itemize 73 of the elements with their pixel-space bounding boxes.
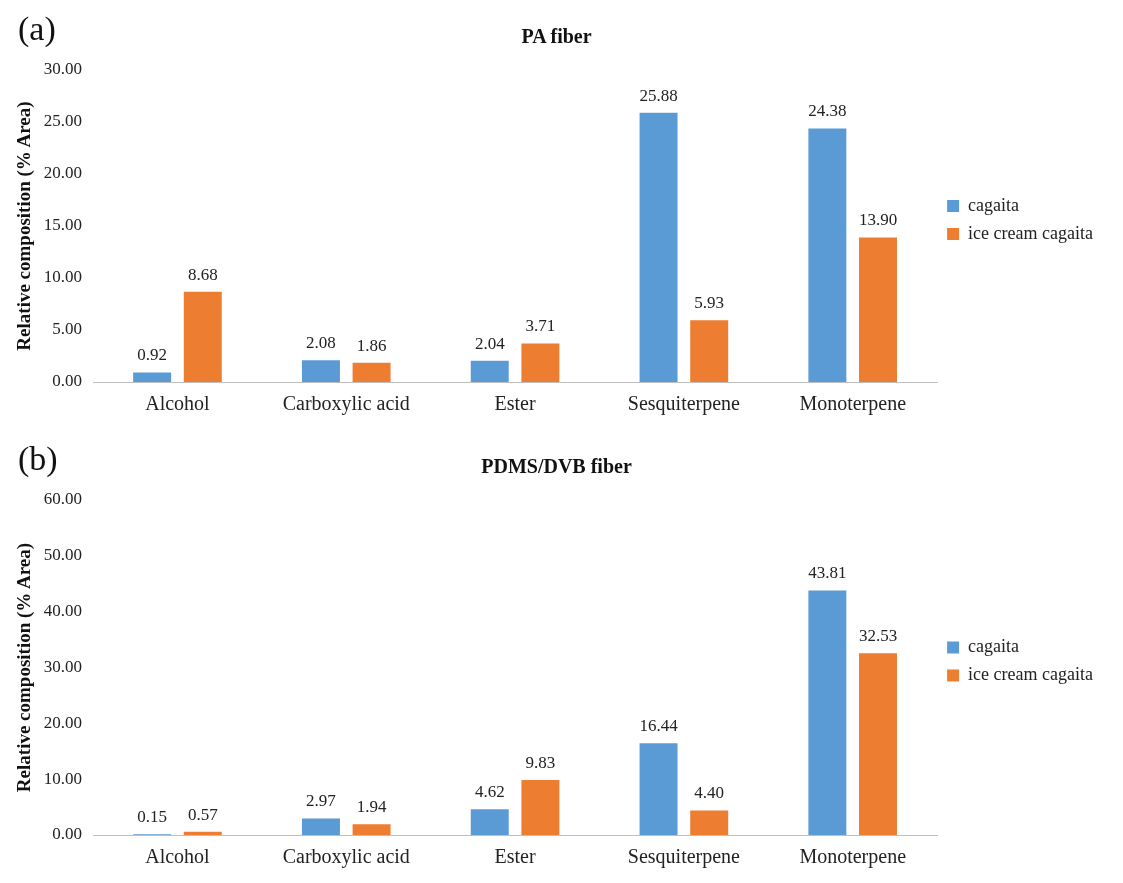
data-label: 5.93 (694, 293, 725, 313)
data-label: 1.94 (356, 797, 387, 817)
y-tick-label: 20.00 (43, 163, 83, 183)
y-tick-label: 15.00 (43, 215, 83, 235)
bar (808, 590, 847, 835)
data-label: 4.40 (694, 783, 725, 803)
bar (690, 810, 729, 835)
x-tick-label: Carboxylic acid (282, 392, 410, 416)
legend-label: cagaita (968, 636, 1020, 657)
bar (133, 372, 172, 382)
legend-label: ice cream cagaita (968, 664, 1094, 685)
y-tick-label: 10.00 (43, 267, 83, 287)
chart-title: PA fiber (521, 25, 592, 48)
legend-label: ice cream cagaita (968, 222, 1094, 243)
x-tick-label: Ester (494, 392, 536, 415)
y-axis-title: Relative composition (% Area) (13, 101, 36, 351)
data-label: 13.90 (858, 210, 898, 230)
data-label: 9.83 (525, 753, 556, 773)
y-tick-label: 30.00 (43, 656, 83, 676)
bar (301, 818, 340, 835)
bar (639, 112, 678, 382)
y-tick-label: 40.00 (43, 601, 83, 621)
y-tick-label: 30.00 (43, 59, 83, 79)
data-label: 2.04 (474, 333, 506, 353)
data-label: 2.08 (306, 333, 336, 353)
text: (a) (18, 9, 56, 48)
data-label: 3.71 (525, 316, 556, 336)
y-tick-label: 50.00 (43, 545, 83, 565)
data-label: 4.62 (474, 782, 505, 802)
y-tick-label: 10.00 (43, 768, 83, 788)
y-tick-label: 0.00 (52, 371, 83, 391)
y-tick-label: 0.00 (52, 824, 83, 844)
x-tick-label: Monoterpene (799, 392, 907, 416)
data-label: 25.88 (639, 85, 678, 105)
bar (859, 237, 898, 382)
bar (352, 362, 391, 382)
x-tick-label: Carboxylic acid (282, 845, 410, 869)
data-label: 43.81 (808, 563, 847, 583)
bar (521, 343, 560, 382)
bar (521, 780, 560, 835)
x-tick-label: Alcohol (145, 392, 211, 415)
y-tick-label: 20.00 (43, 712, 83, 732)
bar (808, 128, 847, 382)
x-tick-label: Alcohol (145, 845, 211, 868)
bar (470, 360, 509, 382)
legend-label: cagaita (968, 194, 1020, 215)
bar (301, 360, 340, 382)
bar (183, 831, 222, 835)
bar (690, 320, 729, 382)
bar (352, 824, 391, 835)
x-tick-label: Monoterpene (799, 845, 907, 869)
y-tick-label: 25.00 (43, 111, 83, 131)
data-label: 0.57 (187, 804, 219, 824)
text: (b) (18, 439, 58, 478)
x-tick-label: Sesquiterpene (627, 392, 741, 416)
data-label: 1.86 (356, 335, 387, 355)
y-axis-title: Relative composition (% Area) (13, 542, 36, 793)
data-label: 24.38 (808, 101, 847, 121)
x-tick-label: Ester (494, 845, 536, 868)
bar (183, 291, 222, 382)
data-label: 8.68 (187, 264, 218, 284)
bar (639, 743, 678, 835)
y-tick-label: 5.00 (52, 319, 83, 339)
data-label: 2.97 (306, 791, 337, 811)
data-label: 0.15 (137, 807, 168, 827)
bar (859, 653, 898, 835)
y-tick-label: 60.00 (43, 489, 83, 509)
x-tick-label: Sesquiterpene (627, 845, 741, 869)
bar (470, 809, 509, 835)
data-label: 16.44 (639, 716, 679, 736)
chart-title: PDMS/DVB fiber (481, 455, 632, 478)
data-label: 32.53 (858, 626, 898, 646)
data-label: 0.92 (137, 345, 168, 365)
